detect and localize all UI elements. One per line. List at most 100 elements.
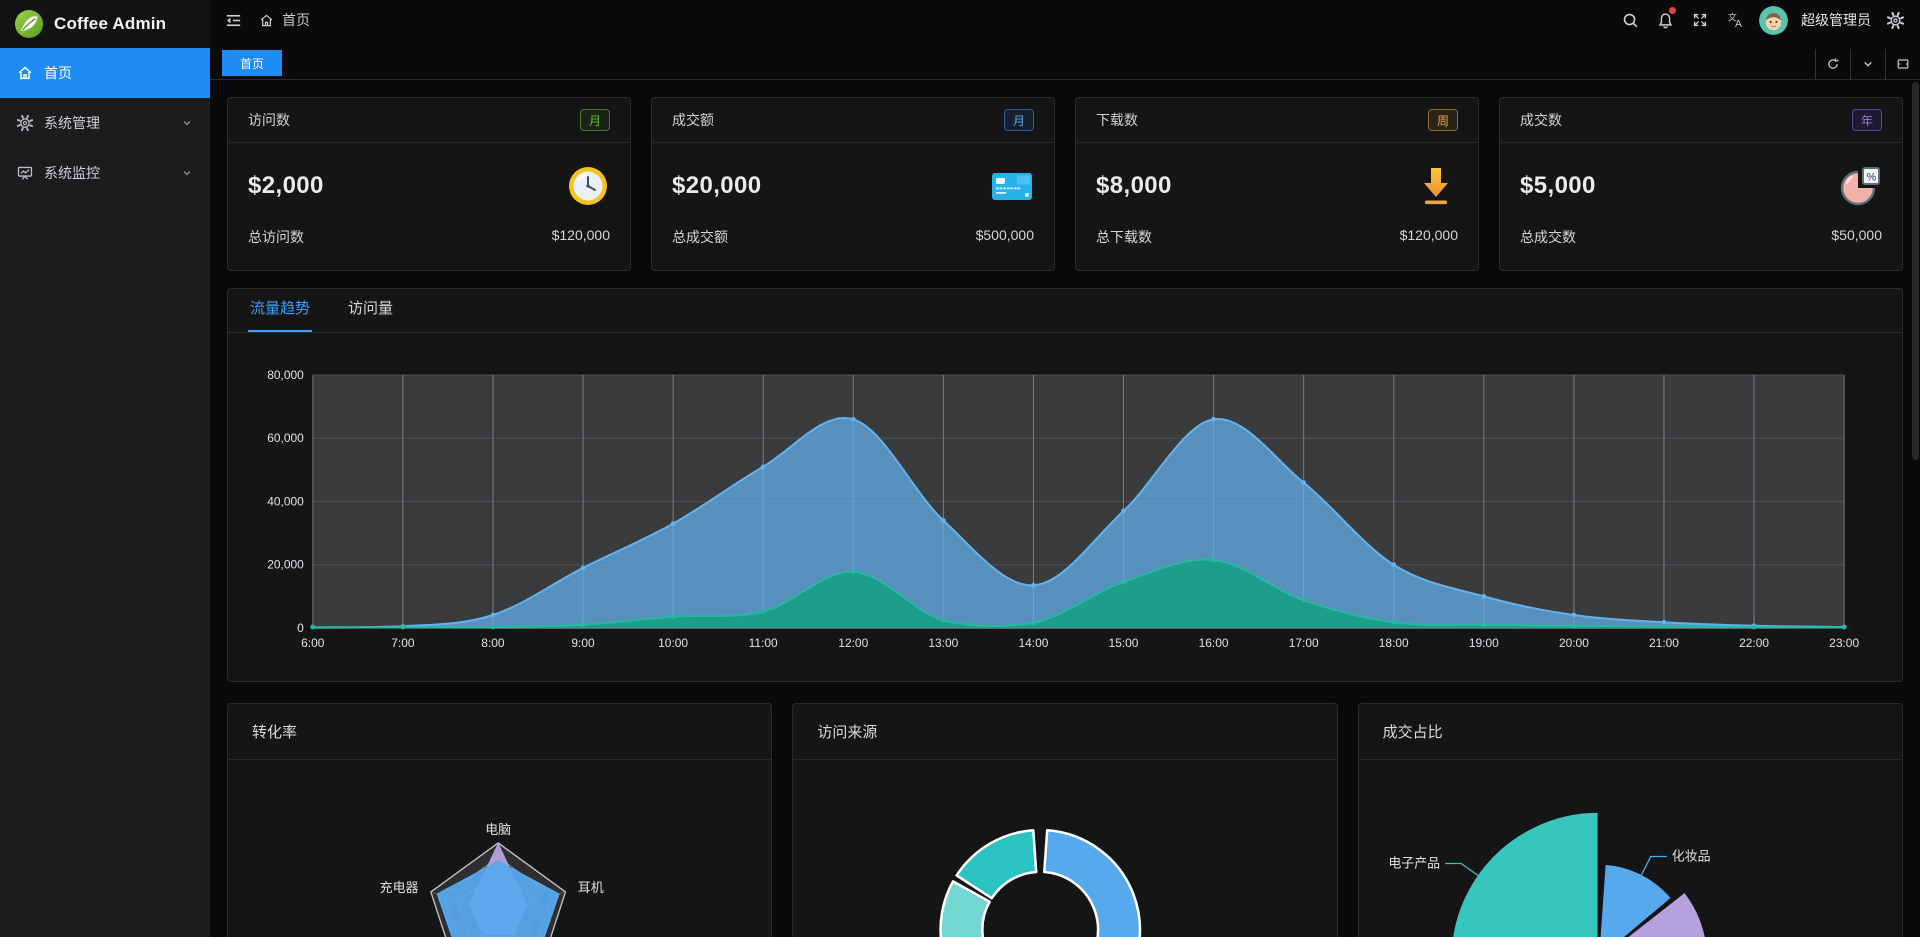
main-content: 访问数 月 $2,000 总访问数 $120 [210,81,1920,937]
chevron-down-icon[interactable] [1850,49,1885,79]
stat-value: $5,000 [1520,172,1596,199]
stat-value: $2,000 [248,172,324,199]
svg-text:13:00: 13:00 [928,636,958,650]
bell-icon[interactable] [1654,7,1676,31]
card-title: 转化率 [252,724,298,741]
svg-text:0: 0 [297,621,304,635]
stat-footer-value: $50,000 [1831,227,1882,243]
top-navbar: 首页 文 A [210,0,1920,40]
svg-text:18:00: 18:00 [1379,636,1409,650]
sidebar-item-label: 首页 [44,65,72,81]
svg-text:耳机: 耳机 [578,880,604,895]
period-badge: 年 [1851,109,1882,131]
sidebar-menu: 首页 系统管理 系统监控 [0,48,210,198]
bank-card-icon [990,164,1034,208]
tab-visit-volume[interactable]: 访问量 [348,300,394,317]
notification-dot [1669,7,1676,14]
stat-footer-label: 总成交额 [672,229,728,245]
stat-cards-row: 访问数 月 $2,000 总访问数 $120 [227,97,1903,271]
svg-text:60,000: 60,000 [267,431,304,445]
stat-card-turnover: 成交额 月 $20,000 [651,97,1055,271]
svg-text:20:00: 20:00 [1559,636,1589,650]
brand-logo: Coffee Admin [0,0,210,48]
svg-text:11:00: 11:00 [749,636,778,650]
svg-text:%: % [1867,172,1877,184]
translate-icon[interactable]: 文 A [1724,9,1746,31]
sidebar-item-system-management[interactable]: 系统管理 [0,98,210,148]
stat-card-title: 访问数 [248,112,290,128]
sidebar-item-label: 系统监控 [44,165,100,181]
page-scrollbar-thumb[interactable] [1912,82,1919,460]
svg-text:80,000: 80,000 [267,368,304,382]
trend-tabs: 流量趋势 访问量 [228,289,1902,333]
svg-text:15:00: 15:00 [1109,636,1139,650]
traffic-trend-chart[interactable]: 0 20,000 40,000 60,000 80,000 6:00 7:00 8:00 9:0… [228,333,1902,681]
svg-text:充电器: 充电器 [380,880,419,895]
svg-text:文: 文 [1727,11,1736,22]
svg-text:8:00: 8:00 [481,636,505,650]
monitor-board-icon [16,164,34,182]
stat-card-title: 成交额 [672,112,714,128]
avatar[interactable] [1759,5,1788,35]
tab-label: 首页 [240,56,265,71]
stat-footer-value: $120,000 [551,227,610,243]
stat-footer-label: 总访问数 [248,229,304,245]
svg-text:A: A [1735,19,1742,30]
menu-fold-icon[interactable] [222,9,244,31]
stat-footer-label: 总成交数 [1520,229,1576,245]
stat-value: $20,000 [672,172,762,199]
refresh-icon[interactable] [1815,49,1850,79]
svg-text:7:00: 7:00 [391,636,415,650]
svg-text:9:00: 9:00 [571,636,595,650]
clock-icon [566,164,610,208]
svg-text:16:00: 16:00 [1199,636,1229,650]
chevron-down-icon [180,116,194,130]
deal-share-card: 成交占比 电子产品 化妆品 [1357,703,1903,937]
gear-icon[interactable] [1884,9,1906,31]
tab-traffic-trend[interactable]: 流量趋势 [248,297,313,332]
tags-view-bar: 首页 [210,40,1920,80]
tab-home[interactable]: 首页 [222,50,283,76]
period-badge: 月 [579,109,610,131]
stat-card-title: 下载数 [1096,112,1138,128]
svg-text:40,000: 40,000 [267,494,304,508]
card-title: 成交占比 [1382,724,1443,741]
svg-text:电子产品: 电子产品 [1388,856,1440,871]
card-title: 访问来源 [817,724,878,741]
leaf-logo-icon [14,9,44,39]
pie-percent-icon: % [1838,164,1882,208]
breadcrumb[interactable]: 首页 [258,10,310,30]
stat-card-downloads: 下载数 周 $8,000 总下载数 $120,000 [1075,97,1479,271]
stat-card-visits: 访问数 月 $2,000 总访问数 $120 [227,97,631,271]
svg-text:6:00: 6:00 [301,636,325,650]
svg-text:22:00: 22:00 [1739,636,1769,650]
svg-text:14:00: 14:00 [1018,636,1048,650]
stat-value: $8,000 [1096,172,1172,199]
stat-footer-label: 总下载数 [1096,229,1152,245]
stat-footer-value: $500,000 [975,227,1034,243]
fullscreen-icon[interactable] [1689,9,1711,31]
sidebar: Coffee Admin 首页 系统管理 [0,0,210,937]
visit-source-donut-chart[interactable] [793,704,1336,937]
deal-share-pie-chart[interactable]: 电子产品 化妆品 [1359,704,1902,937]
svg-text:20,000: 20,000 [267,558,304,572]
sidebar-item-system-monitor[interactable]: 系统监控 [0,148,210,198]
svg-text:10:00: 10:00 [658,636,688,650]
svg-text:23:00: 23:00 [1829,636,1859,650]
username[interactable]: 超级管理员 [1801,12,1871,28]
breadcrumb-label: 首页 [282,12,310,28]
period-badge: 周 [1427,109,1458,131]
bottom-cards-row: 转化率 电脑 耳机 充电器 访问来源 成交占比 电子产品 化妆品 [227,703,1903,937]
app-title: Coffee Admin [54,14,167,33]
svg-text:12:00: 12:00 [838,636,868,650]
stat-card-title: 成交数 [1520,112,1562,128]
svg-text:17:00: 17:00 [1289,636,1319,650]
svg-text:19:00: 19:00 [1469,636,1499,650]
period-badge: 月 [1003,109,1034,131]
gear-icon [16,114,34,132]
sidebar-item-home[interactable]: 首页 [0,48,210,98]
maximize-icon[interactable] [1885,49,1920,79]
search-icon[interactable] [1619,9,1641,31]
svg-text:化妆品: 化妆品 [1671,849,1710,864]
